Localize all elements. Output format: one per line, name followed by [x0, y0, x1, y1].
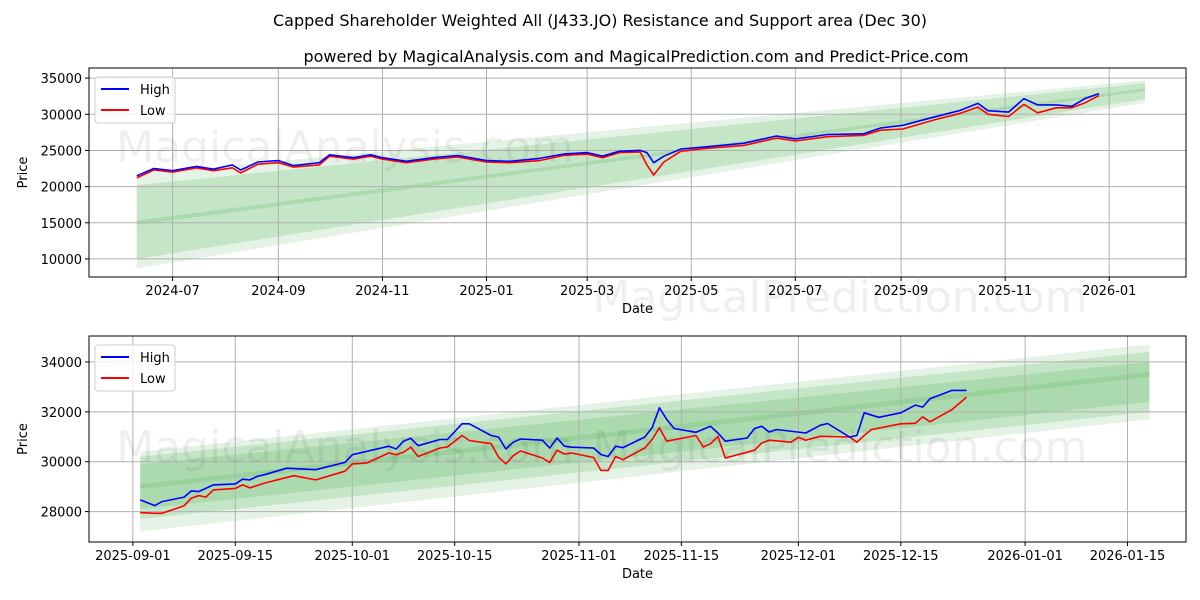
y-tick-label: 10000 — [41, 253, 82, 268]
x-tick-label: 2025-09-01 — [95, 549, 171, 564]
y-tick-label: 35000 — [41, 72, 82, 87]
support-resistance-band — [140, 351, 1150, 520]
x-tick-label: 2025-05 — [664, 284, 718, 299]
legend-label-high: High — [140, 83, 170, 98]
bottom-panel: 2025-09-01 2025-09-15 2025-10-01 2025-10-15… — [16, 335, 1187, 582]
series-line-high — [139, 389, 967, 507]
y-axis-label: Price — [16, 157, 31, 189]
x-tick-label: 2025-10-01 — [314, 549, 390, 564]
legend-label-high: High — [140, 351, 170, 366]
y-tick-label: 28000 — [41, 506, 82, 521]
watermark-magicalanalysis: MagicalAnalysis.com — [116, 422, 574, 473]
x-tick-label: 2025-03 — [560, 284, 614, 299]
watermark-magicalanalysis: MagicalAnalysis.com — [116, 122, 574, 173]
x-tick-label: 2025-07 — [768, 284, 822, 299]
support-resistance-band — [140, 361, 1150, 510]
x-tick-label: 2024-07 — [145, 284, 199, 299]
x-tick-label: 2024-09 — [251, 284, 305, 299]
x-tick-label: 2025-11 — [978, 284, 1032, 299]
y-tick-label: 25000 — [41, 144, 82, 159]
series-line-low — [136, 94, 1100, 179]
x-axis-label: Date — [622, 302, 653, 317]
x-tick-label: 2025-01 — [459, 284, 513, 299]
y-axis-label: Price — [16, 423, 31, 455]
x-tick-label: 2025-12-01 — [761, 549, 837, 564]
series-line-low — [140, 396, 968, 515]
legend: High Low — [94, 76, 176, 124]
support-resistance-band — [140, 371, 1150, 490]
support-resistance-band — [136, 80, 1146, 269]
y-tick-label: 15000 — [41, 217, 82, 232]
top-panel: 2024-07 2024-09 2024-11 2025-01 2025-03 2025-… — [16, 67, 1187, 323]
plot-frame — [88, 67, 1187, 278]
x-tick-label: 2025-11-01 — [541, 549, 617, 564]
y-tick-label: 32000 — [41, 406, 82, 421]
legend-label-low: Low — [140, 104, 166, 119]
x-tick-label: 2026-01 — [1082, 284, 1136, 299]
watermark-magicalprediction: MagicalPrediction.com — [593, 422, 1088, 473]
y-tick-label: 30000 — [41, 108, 82, 123]
y-tick-label: 30000 — [41, 456, 82, 471]
x-tick-label: 2025-12-15 — [863, 549, 939, 564]
support-resistance-band — [136, 88, 1146, 225]
x-tick-label: 2025-11-15 — [644, 549, 720, 564]
x-tick-label: 2024-11 — [355, 284, 409, 299]
support-resistance-band — [140, 344, 1150, 532]
series-line-high — [136, 92, 1100, 177]
chart-subtitle: powered by MagicalAnalysis.com and Magic… — [303, 47, 968, 66]
legend: High Low — [94, 344, 176, 392]
y-tick-label: 34000 — [41, 356, 82, 371]
y-tick-label: 20000 — [41, 181, 82, 196]
x-axis-label: Date — [622, 567, 653, 582]
plot-frame — [88, 335, 1187, 543]
watermark-magicalprediction: MagicalPrediction.com — [593, 272, 1088, 323]
x-tick-label: 2025-10-15 — [417, 549, 493, 564]
x-tick-label: 2025-09 — [874, 284, 928, 299]
chart-title: Capped Shareholder Weighted All (J433.JO… — [273, 11, 927, 30]
x-tick-label: 2025-09-15 — [197, 549, 273, 564]
x-tick-label: 2026-01-15 — [1090, 549, 1166, 564]
x-tick-label: 2026-01-01 — [987, 549, 1063, 564]
legend-label-low: Low — [140, 372, 166, 387]
